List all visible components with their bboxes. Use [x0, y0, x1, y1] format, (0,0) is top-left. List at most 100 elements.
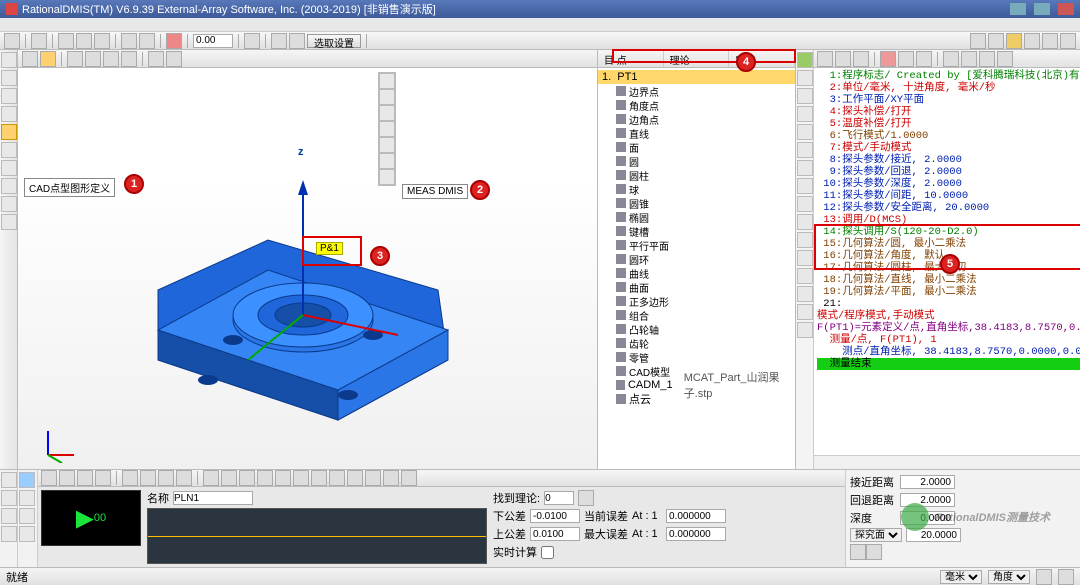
ft-5-icon[interactable]	[379, 137, 395, 153]
pt-open-icon[interactable]	[835, 51, 851, 67]
lt-point-icon[interactable]	[1, 52, 17, 68]
tree-row-item[interactable]: 角度点	[598, 98, 795, 112]
vp-select-icon[interactable]	[40, 51, 56, 67]
window-min-icon[interactable]	[1010, 3, 1026, 15]
retract-input[interactable]	[900, 493, 955, 507]
tree-row-item[interactable]: 零管	[598, 350, 795, 364]
lt-cyl-icon[interactable]	[1, 142, 17, 158]
pg-ed-icon[interactable]	[797, 124, 813, 140]
pt-find-icon[interactable]	[943, 51, 959, 67]
tree-row-cadm[interactable]: CADM_1 MCAT_Part_山润果子.stp	[598, 378, 795, 392]
tb-num-input[interactable]	[193, 34, 233, 48]
pg-f-icon[interactable]	[797, 232, 813, 248]
bl2-a-icon[interactable]	[19, 472, 35, 488]
tb-r1-icon[interactable]	[970, 33, 986, 49]
vp-wire-icon[interactable]	[166, 51, 182, 67]
lt-cone-icon[interactable]	[1, 160, 17, 176]
tree-row-item[interactable]: 球	[598, 182, 795, 196]
hits-btn-icon[interactable]	[578, 490, 594, 506]
pg-d-icon[interactable]	[797, 196, 813, 212]
bt-11-icon[interactable]	[239, 470, 255, 486]
tb-target-icon[interactable]	[244, 33, 260, 49]
tb-r4-icon[interactable]	[1024, 33, 1040, 49]
bt-15-icon[interactable]	[311, 470, 327, 486]
pg-j-icon[interactable]	[797, 304, 813, 320]
window-max-icon[interactable]	[1034, 3, 1050, 15]
tree-row-item[interactable]: 边角点	[598, 112, 795, 126]
bt-4-icon[interactable]	[95, 470, 111, 486]
tree-row-item[interactable]: 圆环	[598, 252, 795, 266]
tree-row-item[interactable]: 直线	[598, 126, 795, 140]
pg-stop-icon[interactable]	[797, 70, 813, 86]
bt-20-icon[interactable]	[401, 470, 417, 486]
tree-row-item[interactable]: 齿轮	[598, 336, 795, 350]
bt-1-icon[interactable]	[41, 470, 57, 486]
bt-17-icon[interactable]	[347, 470, 363, 486]
tb-r2-icon[interactable]	[988, 33, 1004, 49]
approach-input[interactable]	[900, 475, 955, 489]
hits-input[interactable]	[544, 491, 574, 505]
tree-row-item[interactable]: 曲面	[598, 280, 795, 294]
unit-angle-select[interactable]: 角度	[988, 570, 1030, 584]
ft-2-icon[interactable]	[379, 89, 395, 105]
pg-g-icon[interactable]	[797, 250, 813, 266]
param-right-icon[interactable]	[866, 544, 882, 560]
vp-zoom-icon[interactable]	[103, 51, 119, 67]
bt-19-icon[interactable]	[383, 470, 399, 486]
bt-2-icon[interactable]	[59, 470, 75, 486]
bt-14-icon[interactable]	[293, 470, 309, 486]
tree-row-item[interactable]: 圆锥	[598, 196, 795, 210]
bt-12-icon[interactable]	[257, 470, 273, 486]
utol-input[interactable]	[530, 527, 580, 541]
status-icon-1[interactable]	[1036, 569, 1052, 585]
lt-line-icon[interactable]	[1, 70, 17, 86]
ltol-input[interactable]	[530, 509, 580, 523]
depth-input[interactable]	[900, 511, 955, 525]
pt-y-icon[interactable]	[979, 51, 995, 67]
ft-1-icon[interactable]	[379, 73, 395, 89]
tree-row-item[interactable]: 键槽	[598, 224, 795, 238]
bt-13-icon[interactable]	[275, 470, 291, 486]
tree-row-item[interactable]: 曲线	[598, 266, 795, 280]
pg-h-icon[interactable]	[797, 268, 813, 284]
spacing-input[interactable]	[906, 528, 961, 542]
bl1-a-icon[interactable]	[1, 472, 17, 488]
tree-row-item[interactable]: 平行平面	[598, 238, 795, 252]
vp-rot-icon[interactable]	[85, 51, 101, 67]
menu-bar[interactable]	[0, 18, 1080, 32]
name-input[interactable]	[173, 491, 253, 505]
bt-10-icon[interactable]	[221, 470, 237, 486]
bt-7-icon[interactable]	[158, 470, 174, 486]
pt-save-icon[interactable]	[853, 51, 869, 67]
pg-k-icon[interactable]	[797, 322, 813, 338]
tb-dir2-icon[interactable]	[289, 33, 305, 49]
tree-row-item[interactable]: 组合	[598, 308, 795, 322]
curadj-input[interactable]	[666, 509, 726, 523]
status-icon-2[interactable]	[1058, 569, 1074, 585]
pg-i-icon[interactable]	[797, 286, 813, 302]
bt-16-icon[interactable]	[329, 470, 345, 486]
pg-step-icon[interactable]	[797, 88, 813, 104]
lt-misc-icon[interactable]	[1, 214, 17, 230]
tb-cut-icon[interactable]	[121, 33, 137, 49]
bl1-b-icon[interactable]	[1, 490, 17, 506]
ft-4-icon[interactable]	[379, 121, 395, 137]
vp-pan-icon[interactable]	[67, 51, 83, 67]
pt-z-icon[interactable]	[997, 51, 1013, 67]
tb-new-icon[interactable]	[4, 33, 20, 49]
tree-row-item[interactable]: 凸轮轴	[598, 322, 795, 336]
select-settings-button[interactable]: 选取设置	[307, 34, 361, 48]
bt-18-icon[interactable]	[365, 470, 381, 486]
pg-bp-icon[interactable]	[797, 106, 813, 122]
vp-home-icon[interactable]	[22, 51, 38, 67]
pt-new-icon[interactable]	[817, 51, 833, 67]
pt-cut-icon[interactable]	[880, 51, 896, 67]
bt-5-icon[interactable]	[122, 470, 138, 486]
pt-x-icon[interactable]	[961, 51, 977, 67]
vp-fit-icon[interactable]	[121, 51, 137, 67]
mode-select[interactable]: 探究面	[850, 528, 902, 542]
unit-length-select[interactable]: 毫米	[940, 570, 982, 584]
tb-r3-icon[interactable]	[1006, 33, 1022, 49]
lt-cad-point-icon[interactable]	[1, 124, 17, 140]
tb-dir-icon[interactable]	[271, 33, 287, 49]
